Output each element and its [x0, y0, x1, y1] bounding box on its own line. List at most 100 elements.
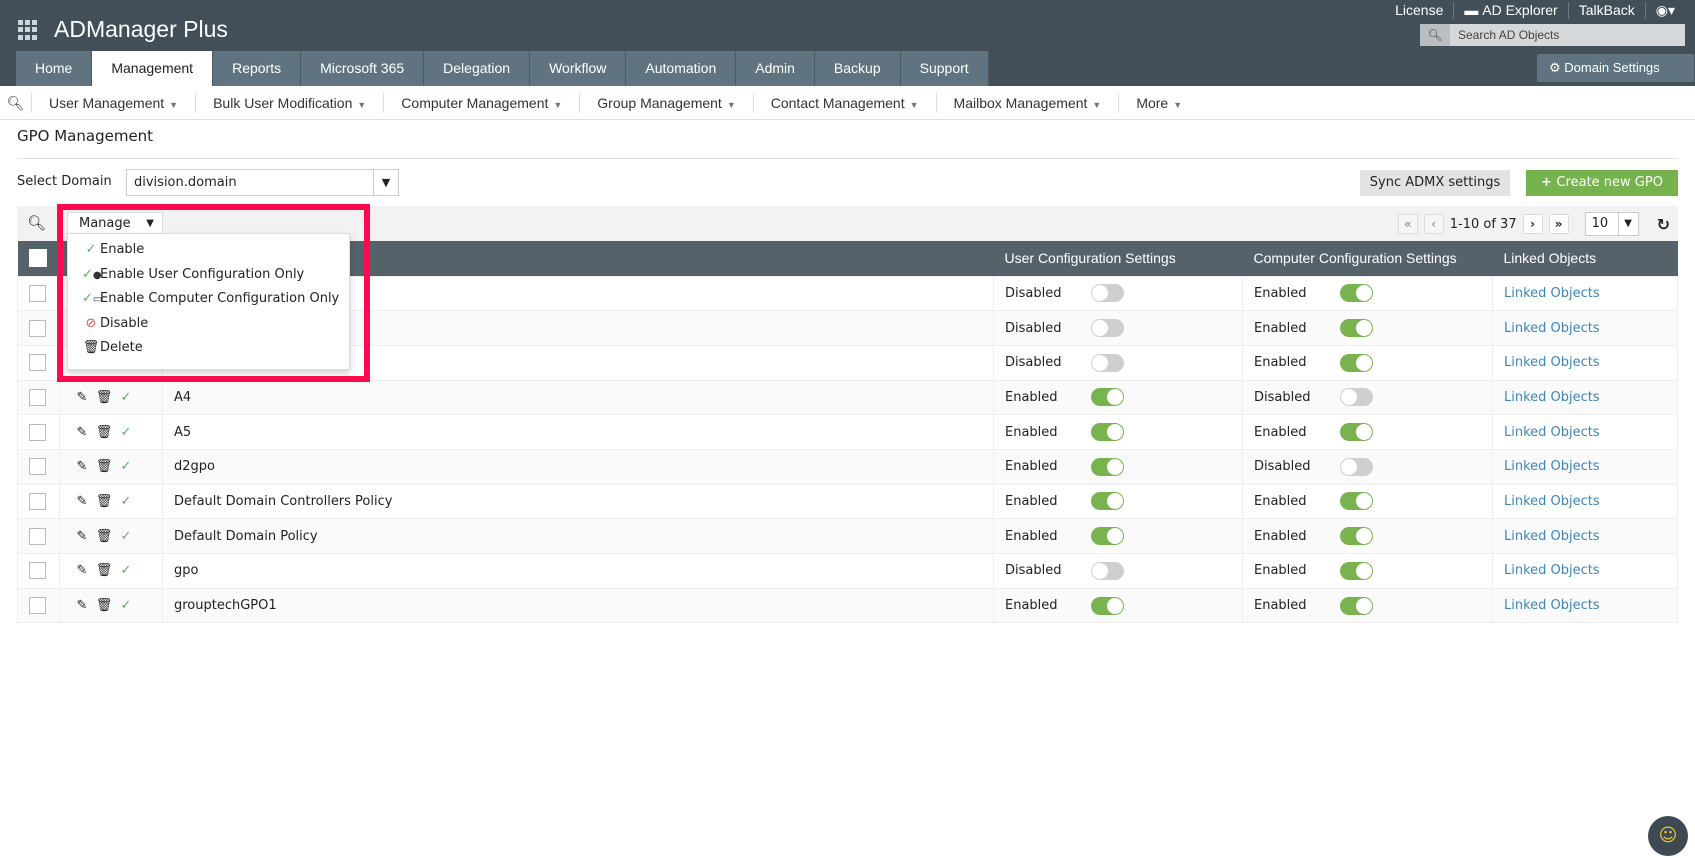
edit-icon[interactable]: ✎	[76, 563, 88, 579]
domain-select[interactable]: division.domain ▼	[126, 169, 399, 196]
tab-home[interactable]: Home	[16, 51, 93, 86]
prev-page-button[interactable]: ‹	[1423, 214, 1444, 234]
trash-icon[interactable]: 🗑︎	[95, 493, 113, 509]
tab-management[interactable]: Management	[92, 51, 214, 86]
linked-objects-link[interactable]: Linked Objects	[1492, 414, 1678, 450]
edit-icon[interactable]: ✎	[76, 528, 88, 544]
talkback-link[interactable]: TalkBack	[1569, 2, 1646, 19]
row-checkbox[interactable]	[29, 354, 46, 372]
linked-objects-link[interactable]: Linked Objects	[1492, 275, 1678, 312]
edit-icon[interactable]: ✎	[76, 389, 88, 405]
computer-config-toggle[interactable]	[1340, 527, 1373, 546]
tab-backup[interactable]: Backup	[814, 51, 901, 86]
tab-workflow[interactable]: Workflow	[530, 51, 627, 86]
edit-icon[interactable]: ✎	[76, 598, 88, 614]
linked-objects-link[interactable]: Linked Objects	[1492, 483, 1678, 520]
subnav-user-management[interactable]: User Management ▼	[32, 92, 197, 113]
search-menu-icon[interactable]: 🔍︎	[0, 92, 32, 113]
manage-dropdown[interactable]: Manage ▼	[67, 212, 163, 235]
page-size-select[interactable]: 10 ▼	[1584, 212, 1639, 236]
app-grid-icon[interactable]	[18, 20, 38, 40]
menu-item-enable-user-config[interactable]: ✓●Enable User Configuration Only	[68, 263, 349, 288]
row-checkbox[interactable]	[29, 458, 46, 476]
row-checkbox[interactable]	[29, 597, 46, 615]
row-checkbox[interactable]	[29, 284, 46, 302]
subnav-more[interactable]: More ▼	[1136, 94, 1183, 111]
chat-assistant-icon[interactable]: ☺	[1648, 816, 1688, 856]
menu-item-delete[interactable]: 🗑︎Delete	[68, 336, 349, 361]
computer-config-header[interactable]: Computer Configuration Settings	[1242, 241, 1493, 276]
computer-config-toggle[interactable]	[1340, 353, 1373, 372]
user-config-toggle[interactable]	[1091, 423, 1124, 442]
user-config-toggle[interactable]	[1091, 527, 1124, 546]
create-gpo-button[interactable]: + Create new GPO	[1526, 170, 1678, 196]
check-circle-icon[interactable]: ✓	[120, 563, 132, 579]
computer-config-toggle[interactable]	[1340, 284, 1373, 303]
check-circle-icon[interactable]: ✓	[120, 493, 132, 509]
computer-config-toggle[interactable]	[1340, 561, 1373, 580]
linked-objects-link[interactable]: Linked Objects	[1492, 344, 1678, 381]
computer-config-toggle[interactable]	[1340, 423, 1373, 442]
linked-objects-link[interactable]: Linked Objects	[1492, 587, 1678, 624]
user-config-toggle[interactable]	[1091, 457, 1124, 476]
computer-config-toggle[interactable]	[1340, 319, 1373, 338]
user-config-toggle[interactable]	[1091, 284, 1124, 303]
row-checkbox[interactable]	[29, 388, 46, 406]
linked-objects-header[interactable]: Linked Objects	[1492, 241, 1678, 276]
subnav-contact-management[interactable]: Contact Management ▼	[754, 92, 937, 113]
row-checkbox[interactable]	[29, 492, 46, 510]
sync-admx-button[interactable]: Sync ADMX settings	[1360, 170, 1510, 196]
trash-icon[interactable]: 🗑︎	[95, 528, 113, 544]
user-config-toggle[interactable]	[1091, 492, 1124, 511]
edit-icon[interactable]: ✎	[76, 493, 88, 509]
edit-icon[interactable]: ✎	[76, 424, 88, 440]
menu-item-enable[interactable]: ✓ Enable	[68, 238, 349, 263]
trash-icon[interactable]: 🗑︎	[95, 424, 113, 440]
user-config-toggle[interactable]	[1091, 388, 1124, 407]
chevron-down-icon[interactable]: ▼	[373, 170, 398, 195]
tab-microsoft-365[interactable]: Microsoft 365	[301, 51, 425, 86]
linked-objects-link[interactable]: Linked Objects	[1492, 379, 1678, 416]
linked-objects-link[interactable]: Linked Objects	[1492, 448, 1678, 485]
user-config-toggle[interactable]	[1091, 596, 1124, 615]
check-circle-icon[interactable]: ✓	[120, 424, 132, 440]
subnav-bulk-user-modification[interactable]: Bulk User Modification ▼	[196, 92, 385, 113]
check-circle-icon[interactable]: ✓	[120, 459, 132, 475]
user-config-toggle[interactable]	[1091, 353, 1124, 372]
trash-icon[interactable]: 🗑︎	[95, 598, 113, 614]
domain-settings-button[interactable]: ⚙ Domain Settings	[1537, 54, 1694, 82]
computer-config-toggle[interactable]	[1340, 596, 1373, 615]
trash-icon[interactable]: 🗑︎	[95, 563, 113, 579]
refresh-icon[interactable]: ↻	[1656, 214, 1670, 234]
edit-icon[interactable]: ✎	[76, 459, 88, 475]
check-circle-icon[interactable]: ✓	[120, 598, 132, 614]
row-checkbox[interactable]	[29, 527, 46, 545]
computer-config-toggle[interactable]	[1340, 492, 1373, 511]
tab-reports[interactable]: Reports	[213, 51, 302, 86]
menu-item-disable[interactable]: ⊘ Disable	[68, 312, 349, 337]
next-page-button[interactable]: ›	[1522, 214, 1543, 234]
tab-delegation[interactable]: Delegation	[424, 51, 531, 86]
first-page-button[interactable]: «	[1397, 214, 1418, 234]
select-all-checkbox[interactable]	[28, 249, 47, 268]
search-ad-objects[interactable]: 🔍︎ Search AD Objects	[1420, 24, 1685, 46]
tab-support[interactable]: Support	[900, 51, 989, 86]
search-icon[interactable]: 🔍︎	[1420, 24, 1450, 46]
search-icon[interactable]: 🔍︎	[27, 214, 47, 232]
linked-objects-link[interactable]: Linked Objects	[1492, 518, 1678, 554]
tab-automation[interactable]: Automation	[626, 51, 737, 86]
license-link[interactable]: License	[1385, 2, 1455, 19]
tab-admin[interactable]: Admin	[736, 51, 815, 86]
subnav-mailbox-management[interactable]: Mailbox Management ▼	[937, 92, 1120, 113]
row-checkbox[interactable]	[29, 423, 46, 441]
user-account-icon[interactable]: ◉▾	[1655, 2, 1675, 18]
computer-config-toggle[interactable]	[1340, 388, 1373, 407]
linked-objects-link[interactable]: Linked Objects	[1492, 553, 1678, 589]
ad-explorer-link[interactable]: ▬ AD Explorer	[1454, 2, 1569, 19]
computer-config-toggle[interactable]	[1340, 457, 1373, 476]
last-page-button[interactable]: »	[1548, 214, 1569, 234]
user-config-toggle[interactable]	[1091, 319, 1124, 338]
linked-objects-link[interactable]: Linked Objects	[1492, 310, 1678, 346]
trash-icon[interactable]: 🗑︎	[95, 459, 113, 475]
user-config-header[interactable]: User Configuration Settings	[993, 241, 1243, 276]
